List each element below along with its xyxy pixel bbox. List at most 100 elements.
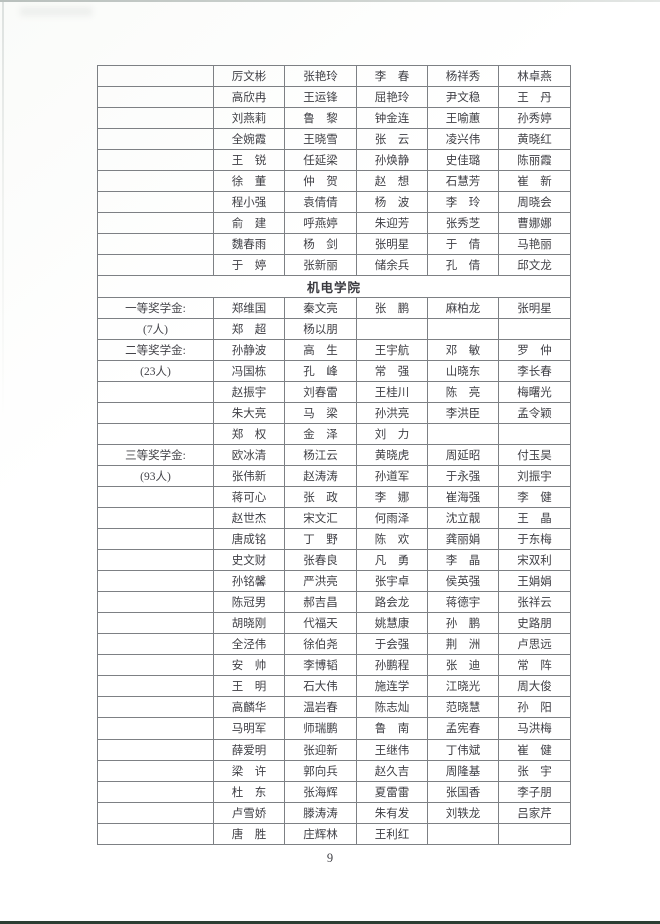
name-cell: 麻柏龙 bbox=[427, 296, 499, 319]
name-cell: 孙洪亮 bbox=[356, 401, 428, 424]
table-row: 高麟华 温岩春 陈志灿 范晓慧孙 阳 bbox=[97, 696, 571, 719]
name-cell: 罗 仲 bbox=[498, 338, 571, 361]
name-cell: 江晓光 bbox=[427, 675, 499, 698]
page-number: 9 bbox=[326, 851, 334, 865]
award-label-cell bbox=[97, 801, 214, 824]
name-cell: 马明军 bbox=[213, 717, 285, 740]
name-cell: 周晓会 bbox=[498, 191, 571, 214]
name-cell: 王桂川 bbox=[356, 380, 428, 403]
name-cell bbox=[427, 422, 499, 445]
name-cell: 邓 敏 bbox=[427, 338, 499, 361]
table-row: 唐 胜庄辉林 王利红 bbox=[97, 822, 571, 845]
table-row: 王 锐任延梁 孙焕静 史佳璐 陈丽霞 bbox=[97, 149, 571, 172]
name-cell: 孔 峰 bbox=[284, 359, 357, 382]
name-cell: 凌兴伟 bbox=[427, 128, 499, 151]
award-label-cell bbox=[97, 675, 214, 698]
name-cell: 孙秀婷 bbox=[498, 107, 571, 130]
name-cell: 张 云 bbox=[356, 128, 428, 151]
award-label-cell bbox=[97, 380, 214, 403]
table-row: (93人) 张伟新 赵涛涛 孙道军 于永强 刘振宇 bbox=[97, 464, 571, 487]
name-cell: 卢雪娇 bbox=[213, 801, 285, 824]
name-cell: 温岩春 bbox=[284, 696, 357, 719]
table-row: 安 帅李博韬 孙鹏程张 迪常 阵 bbox=[97, 654, 571, 677]
name-cell: 冯国栋 bbox=[213, 359, 285, 382]
award-label-cell bbox=[97, 212, 214, 235]
name-cell: 杜 东 bbox=[213, 780, 285, 803]
name-cell: 俞 建 bbox=[213, 212, 285, 235]
name-cell: 郑 权 bbox=[213, 422, 285, 445]
table-row: 赵世杰 宋文汇 何雨泽 沈立靓王 晶 bbox=[97, 506, 571, 530]
name-cell: 梁 许 bbox=[213, 759, 285, 782]
name-cell: 张国香 bbox=[427, 780, 499, 803]
table-row: 一等奖学金: 郑维国 秦文亮张 鹏麻柏龙 张明星 bbox=[97, 296, 571, 319]
table-row: 全婉霞 王晓雪张 云凌兴伟 黄晓红 bbox=[97, 128, 571, 151]
table-row: 刘燕莉鲁 黎钟金连 王喻蕙 孙秀婷 bbox=[97, 107, 571, 130]
table-row: 魏春雨杨 剑张明星于 倩马艳丽 bbox=[97, 233, 571, 256]
name-cell: 王宇航 bbox=[356, 338, 428, 361]
name-cell: 史路朋 bbox=[498, 612, 571, 635]
table-row: 唐成铭丁 野陈 欢龚丽娟 于东梅 bbox=[97, 528, 571, 551]
name-cell: 周延昭 bbox=[427, 443, 499, 466]
name-cell: 全婉霞 bbox=[213, 128, 285, 151]
name-cell: 山晓东 bbox=[427, 359, 499, 382]
name-cell: 滕涛涛 bbox=[284, 801, 357, 824]
award-label-cell: (23人) bbox=[97, 359, 214, 382]
award-label-cell bbox=[97, 717, 214, 740]
name-cell: 李 玲 bbox=[427, 191, 499, 214]
award-label-cell bbox=[97, 485, 214, 508]
name-cell: 于 倩 bbox=[427, 233, 499, 256]
name-cell: 赵涛涛 bbox=[284, 464, 357, 487]
name-cell: 张新丽 bbox=[284, 254, 357, 277]
name-cell: 徐伯尧 bbox=[284, 633, 357, 656]
name-cell: 李 晶 bbox=[427, 549, 499, 572]
name-cell: 张伟新 bbox=[213, 464, 285, 487]
award-label-cell bbox=[97, 506, 214, 530]
award-label-cell bbox=[97, 191, 214, 214]
name-cell: 张海辉 bbox=[284, 780, 357, 803]
name-cell: 陈 欢 bbox=[356, 528, 428, 551]
name-cell: 崔 健 bbox=[498, 738, 571, 761]
name-cell: 于会强 bbox=[356, 633, 428, 656]
table-row: 陈冠男 郝吉昌 路会龙 蒋德宇 张祥云 bbox=[97, 591, 571, 614]
award-label-cell: 一等奖学金: bbox=[97, 296, 214, 319]
award-label-cell bbox=[97, 170, 214, 193]
name-cell: 孟宪春 bbox=[427, 717, 499, 740]
table-row: 薛爱明 张迎新 王继伟 丁伟斌崔 健 bbox=[97, 738, 571, 761]
award-label-cell: 二等奖学金: bbox=[97, 338, 214, 361]
name-cell: 陈 亮 bbox=[427, 380, 499, 403]
scan-artifact-smudge bbox=[20, 7, 92, 16]
name-cell: 王利红 bbox=[356, 822, 428, 845]
name-cell: 沈立靓 bbox=[427, 506, 499, 530]
name-cell: 庄辉林 bbox=[284, 822, 357, 845]
table-row: 赵振宇 刘春雷 王桂川陈 亮梅曙光 bbox=[97, 380, 571, 403]
name-cell: 张秀芝 bbox=[427, 212, 499, 235]
name-cell: 王运锋 bbox=[284, 86, 357, 109]
table-row: 史文财 张春良凡 勇李 晶宋双利 bbox=[97, 549, 571, 572]
award-label-cell bbox=[97, 549, 214, 572]
name-cell: 孙铭馨 bbox=[213, 570, 285, 593]
name-cell: 孙鹏程 bbox=[356, 654, 428, 677]
name-cell: 曹娜娜 bbox=[498, 212, 571, 235]
name-cell: 鲁 南 bbox=[356, 717, 428, 740]
name-cell: 刘轶龙 bbox=[427, 801, 499, 824]
name-cell: 孙 阳 bbox=[498, 696, 571, 719]
name-cell: 秦文亮 bbox=[284, 296, 357, 319]
name-cell: 刘燕莉 bbox=[213, 107, 285, 130]
name-cell: 郭向兵 bbox=[284, 759, 357, 782]
section-header-row: 机电学院 bbox=[97, 275, 571, 298]
name-cell: 钟金连 bbox=[356, 107, 428, 130]
name-cell: 张 政 bbox=[284, 485, 357, 508]
award-label-cell bbox=[97, 654, 214, 677]
name-cell: 张春良 bbox=[284, 549, 357, 572]
name-cell: 李 娜 bbox=[356, 485, 428, 508]
name-cell: 凡 勇 bbox=[356, 549, 428, 572]
name-cell: 陈冠男 bbox=[213, 591, 285, 614]
name-cell: 赵振宇 bbox=[213, 380, 285, 403]
name-cell: 史佳璐 bbox=[427, 149, 499, 172]
table-row: 程小强 袁倩倩杨 波李 玲周晓会 bbox=[97, 191, 571, 214]
name-cell: 施连学 bbox=[356, 675, 428, 698]
name-cell: 常 阵 bbox=[498, 654, 571, 677]
award-label-cell bbox=[97, 591, 214, 614]
award-label-cell bbox=[97, 401, 214, 424]
scholarship-table: 厉文彬 张艳玲李 春杨祥秀 林卓燕 高欣冉 王运锋 屈艳玲 尹文稳王 丹刘燕莉鲁 黎钟金连王… bbox=[97, 64, 571, 845]
